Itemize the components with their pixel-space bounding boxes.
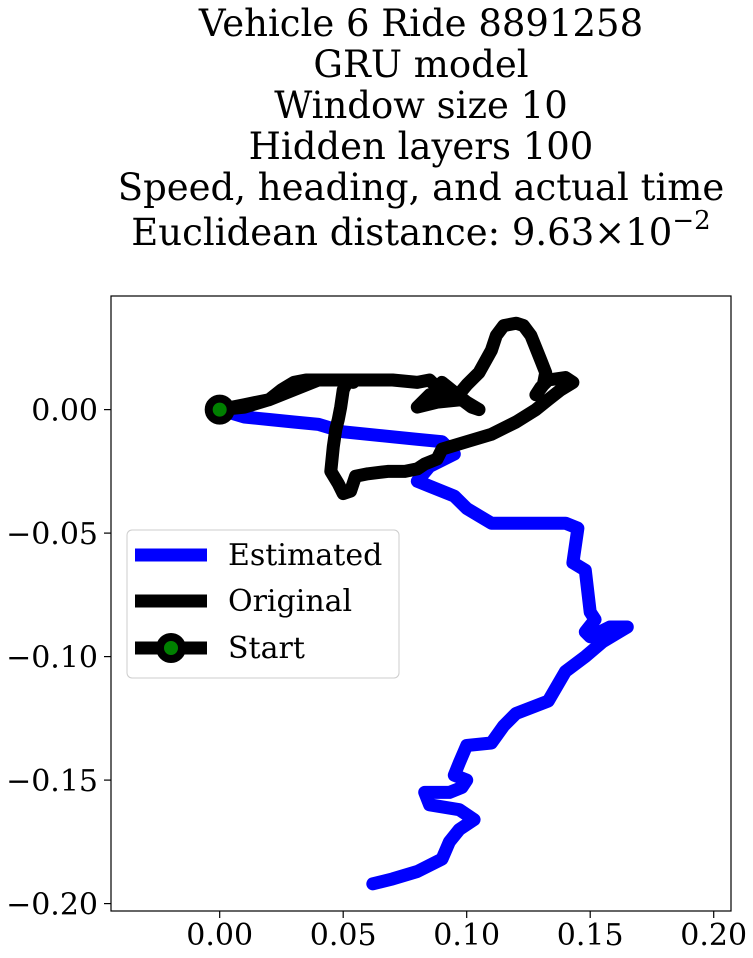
x-tick-label: 0.05: [310, 918, 377, 953]
x-tick-label: 0.15: [557, 918, 624, 953]
x-tick-label: 0.10: [433, 918, 500, 953]
x-tick-label: 0.00: [186, 918, 253, 953]
start-marker: [204, 394, 235, 425]
title-metric-prefix: Euclidean distance: 9.63: [131, 211, 594, 254]
title-line-1: Vehicle 6 Ride 8891258: [198, 2, 643, 45]
y-tick-label: 0.00: [31, 394, 98, 429]
legend-start-label: Start: [228, 631, 305, 666]
title-line-3: Window size 10: [274, 84, 568, 127]
legend-start-marker: [156, 633, 186, 663]
legend-original-label: Original: [228, 584, 352, 619]
legend-estimated-label: Estimated: [228, 538, 382, 573]
x-tick-label: 0.20: [680, 918, 747, 953]
title-line-2: GRU model: [313, 43, 528, 86]
title-metric-times: ×: [594, 211, 625, 254]
title-line-6: Euclidean distance: 9.63×10−2: [131, 206, 710, 254]
title-metric-base: 10: [625, 211, 672, 254]
y-tick-label: −0.10: [6, 641, 98, 676]
axis-ticks: 0.00 0.05 0.10 0.15 0.20 0.00 −0.05 −0.10 −0.15 −…: [6, 394, 747, 953]
legend: Estimated Original Start: [126, 529, 400, 679]
y-tick-label: −0.05: [6, 517, 98, 552]
title-metric-exponent: −2: [672, 206, 710, 236]
title-line-5: Speed, heading, and actual time: [118, 166, 725, 209]
axes-frame: [110, 295, 732, 912]
original-line: [213, 316, 580, 501]
legend-box: [126, 529, 400, 679]
y-tick-label: −0.15: [6, 764, 98, 799]
y-tick-label: −0.20: [6, 888, 98, 923]
plot-area: [204, 316, 634, 891]
estimated-line: [213, 403, 634, 891]
title-line-4: Hidden layers 100: [249, 125, 594, 168]
